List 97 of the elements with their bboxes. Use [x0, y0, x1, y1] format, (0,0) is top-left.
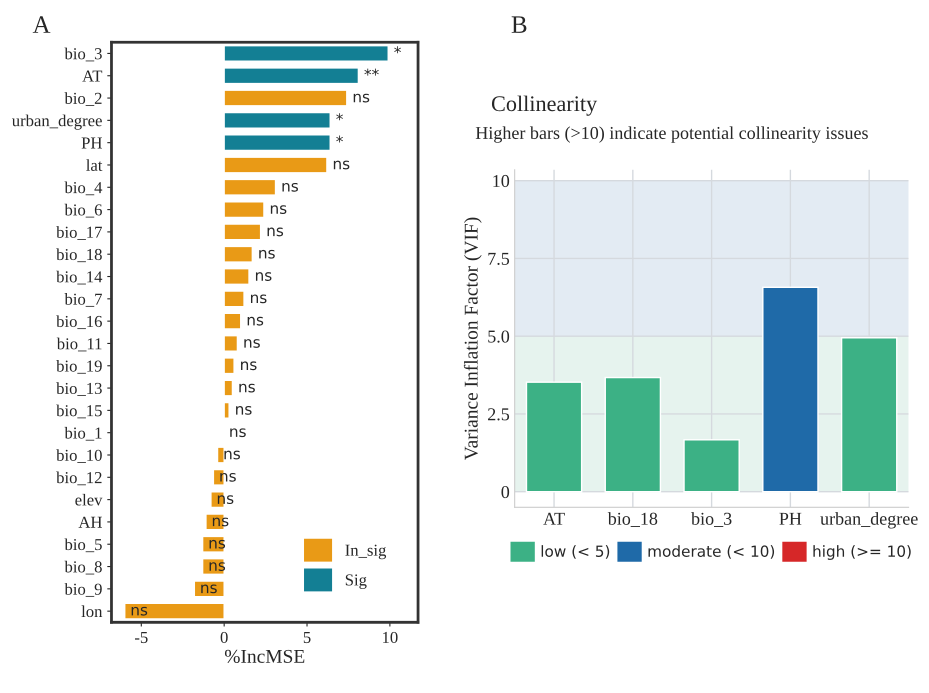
data-label: ns — [230, 428, 246, 438]
chart-subtitle: Higher bars (>10) indicate potential collinearity issues — [476, 126, 868, 143]
y-tick-label: bio_18 — [56, 248, 102, 262]
bar — [216, 446, 225, 464]
y-tick-label: 5.0 — [488, 330, 510, 343]
data-label: ns — [241, 361, 257, 370]
data-label: ns — [256, 272, 272, 281]
y-tick-label: bio_16 — [56, 315, 102, 330]
y-tick-label: bio_6 — [64, 204, 102, 218]
bar — [223, 402, 230, 419]
y-tick-label: 0 — [501, 486, 510, 498]
y-tick-label: lon — [81, 605, 102, 618]
y-tick-label: elev — [75, 494, 102, 506]
y-tick-label: bio_9 — [64, 583, 102, 597]
bar — [223, 134, 331, 152]
data-label: ** — [364, 68, 379, 76]
data-label: ns — [282, 182, 298, 192]
bar — [223, 380, 234, 397]
bar — [223, 223, 262, 240]
legend-label: Sig — [346, 574, 367, 589]
bar — [223, 90, 348, 107]
y-tick-label: bio_8 — [64, 560, 102, 574]
data-label: ns — [259, 250, 275, 259]
data-label: ns — [201, 584, 217, 594]
text: A — [32, 16, 50, 33]
data-label: * — [336, 113, 343, 120]
legend-label: In_sig — [345, 544, 386, 560]
legend-label: low (< 5) — [542, 545, 610, 559]
bar — [223, 334, 238, 352]
bar — [223, 268, 250, 286]
data-label: ns — [270, 205, 286, 214]
bar — [223, 112, 331, 129]
y-tick-label: 7.5 — [488, 252, 510, 265]
y-tick-label: bio_5 — [64, 538, 102, 552]
x-tick-label: 5 — [304, 632, 311, 644]
legend-label: high (>= 10) — [813, 545, 911, 560]
legend-label: moderate (< 10) — [648, 545, 774, 559]
bar — [223, 156, 328, 174]
y-tick-label: bio_15 — [56, 404, 102, 418]
bar — [223, 246, 254, 263]
data-label: ns — [248, 316, 264, 326]
data-label: ns — [244, 339, 260, 348]
data-label: ns — [224, 450, 240, 460]
y-tick-label: bio_10 — [56, 449, 102, 463]
x-tick-label: bio_18 — [608, 512, 658, 527]
data-label: ns — [268, 228, 284, 236]
bar — [526, 382, 582, 492]
y-tick-label: bio_19 — [56, 360, 102, 374]
y-tick-label: bio_11 — [56, 338, 102, 352]
data-label: ns — [236, 406, 252, 415]
bar — [223, 44, 389, 62]
y-tick-label: bio_3 — [64, 48, 102, 62]
y-tick-label: bio_12 — [56, 472, 102, 486]
x-tick-label: urban_degree — [820, 512, 918, 529]
data-label: * — [394, 46, 401, 54]
data-label: * — [336, 136, 343, 143]
data-label: ns — [132, 606, 148, 616]
data-label: ns — [334, 160, 350, 170]
bar — [223, 290, 245, 308]
text: B — [512, 16, 526, 33]
y-tick-label: AT — [82, 70, 102, 82]
x-tick-label: PH — [779, 512, 802, 525]
y-tick-label: bio_4 — [64, 182, 102, 196]
y-tick-label: bio_14 — [56, 270, 102, 284]
bar — [124, 602, 225, 620]
x-tick-label: bio_3 — [691, 512, 732, 527]
x-tick-label: -5 — [134, 632, 148, 644]
y-tick-label: AH — [78, 516, 102, 528]
data-label: ns — [354, 94, 370, 102]
chart-title: Collinearity — [492, 96, 598, 116]
y-tick-label: lat — [86, 159, 102, 171]
bar — [223, 201, 265, 218]
y-tick-label: bio_7 — [64, 293, 102, 307]
y-tick-label: urban_degree — [12, 114, 102, 130]
x-axis-title: %IncMSE — [224, 650, 304, 663]
bar — [223, 312, 242, 330]
bar — [604, 376, 662, 492]
y-tick-label: bio_13 — [56, 382, 102, 396]
x-tick-label: 10 — [383, 632, 398, 644]
bar — [840, 337, 898, 492]
y-tick-label: PH — [82, 138, 102, 148]
y-tick-label: bio_1 — [64, 426, 102, 441]
y-tick-label: 2.5 — [488, 408, 510, 420]
x-tick-label: 0 — [220, 632, 228, 644]
data-label: ns — [250, 294, 267, 304]
bar — [223, 357, 235, 374]
y-tick-label: 10 — [493, 174, 510, 188]
data-label: ns — [239, 384, 255, 392]
bar — [223, 178, 276, 196]
bar — [223, 67, 360, 84]
y-tick-label: bio_17 — [56, 226, 102, 240]
bar — [683, 439, 740, 492]
y-tick-label: bio_2 — [64, 92, 102, 106]
bar — [194, 580, 225, 598]
y-axis-title: Variance Inflation Factor (VIF) — [464, 218, 482, 460]
bar — [762, 286, 819, 492]
x-tick-label: AT — [543, 512, 565, 525]
